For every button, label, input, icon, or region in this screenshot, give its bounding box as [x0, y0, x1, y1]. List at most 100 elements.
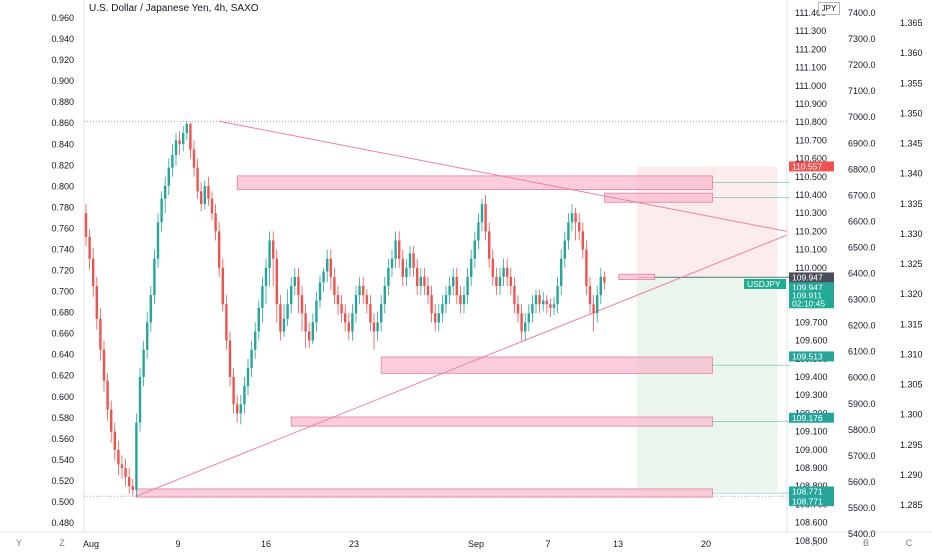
candle: [581, 222, 584, 259]
candle-body: [603, 276, 606, 283]
price-axis-tick: 111.300: [795, 26, 826, 36]
bottom-button-z[interactable]: Z: [59, 538, 65, 548]
left-axis-tick: 0.920: [51, 55, 74, 65]
candle-body: [282, 318, 286, 332]
candle: [171, 144, 174, 177]
right-axis-2-tick: 1.295: [900, 440, 923, 450]
candle-body: [574, 213, 577, 223]
candle: [599, 267, 602, 305]
bottom-button-c[interactable]: C: [905, 538, 913, 548]
candle-body: [164, 185, 167, 199]
candle: [329, 249, 332, 290]
candle-body: [344, 313, 347, 323]
bottom-button-y[interactable]: Y: [15, 538, 22, 548]
candle: [178, 131, 181, 155]
price-axis-tick: 110.100: [795, 245, 827, 255]
price-label-bg: [789, 486, 834, 497]
candle: [264, 258, 268, 305]
candle: [311, 313, 314, 345]
candle-body: [358, 286, 361, 296]
price-label-bg: [789, 412, 834, 423]
bottom-button-a[interactable]: A: [811, 538, 818, 548]
price-label: 109.947: [789, 282, 834, 292]
price-label-bg: [789, 282, 834, 293]
right-axis-2-tick: 1.350: [900, 108, 923, 118]
candle-body: [437, 313, 440, 323]
candle-body: [326, 258, 329, 272]
candle-body: [380, 304, 383, 323]
candle-body: [556, 286, 559, 305]
candle: [351, 304, 354, 341]
bottom-button-b[interactable]: B: [862, 538, 869, 548]
currency-label[interactable]: JPY: [818, 2, 840, 15]
candle-body: [178, 140, 181, 145]
candle: [563, 231, 566, 268]
price-label: 109.513: [789, 351, 834, 362]
candle-body: [113, 431, 116, 450]
candle-body: [426, 286, 430, 296]
candle-body: [196, 167, 199, 192]
left-axis-tick: 0.660: [51, 329, 74, 339]
candle-body: [333, 276, 336, 296]
candle: [282, 304, 286, 337]
candle-body: [254, 331, 257, 350]
left-axis-tick: 0.800: [51, 181, 74, 191]
price-axis-tick: 109.300: [795, 390, 828, 400]
candle: [232, 367, 235, 414]
candle-body: [498, 276, 502, 286]
candle-body: [264, 267, 268, 286]
left-axis-tick: 0.760: [51, 223, 74, 233]
candle: [560, 249, 563, 296]
candle: [214, 204, 217, 241]
candle-body: [473, 240, 476, 259]
right-axis-2-tick: 1.325: [900, 259, 923, 269]
price-label: 108.771: [789, 486, 834, 497]
right-axis-1-tick: 6600.0: [848, 216, 876, 226]
price-axis-tick: 108.900: [795, 463, 828, 473]
right-axis-1-tick: 6900.0: [848, 138, 876, 148]
candle-body: [185, 124, 188, 134]
right-axis-1-tick: 7000.0: [848, 112, 876, 122]
candle: [225, 295, 228, 350]
candle: [203, 180, 206, 210]
candle-body: [405, 267, 408, 277]
candle: [520, 304, 523, 341]
candle: [603, 271, 606, 290]
candle-body: [567, 222, 570, 241]
candle: [426, 276, 430, 305]
candle: [192, 140, 196, 177]
time-axis-tick: 20: [701, 539, 711, 549]
candle-body: [581, 231, 584, 250]
candle-body: [315, 300, 318, 323]
candle: [128, 468, 131, 494]
candle-body: [290, 286, 293, 305]
price-axis-tick: 111.000: [795, 81, 826, 91]
candle-body: [401, 258, 404, 277]
right-axis-1-tick: 6700.0: [848, 190, 876, 200]
candle-body: [156, 222, 160, 259]
candle-body: [171, 154, 174, 168]
price-axis-tick: 109.400: [795, 372, 828, 382]
candle: [434, 304, 437, 332]
candle: [516, 295, 520, 323]
candle: [380, 295, 383, 332]
right-axis-2-tick: 1.340: [900, 169, 923, 179]
right-axis-2-tick: 1.330: [900, 229, 923, 239]
time-axis-tick: 9: [175, 539, 180, 549]
candle: [430, 286, 433, 323]
candle: [354, 286, 358, 323]
price-axis-tick: 110.400: [795, 190, 827, 200]
candle: [272, 231, 275, 286]
candle: [531, 295, 534, 323]
candle: [300, 286, 304, 332]
left-axis-tick: 0.500: [51, 497, 74, 507]
candle: [484, 195, 487, 241]
left-axis-tick: 0.560: [51, 434, 74, 444]
candle: [596, 286, 599, 323]
zone-0: [236, 175, 713, 190]
candle-body: [549, 304, 552, 308]
candle-body: [99, 318, 102, 350]
